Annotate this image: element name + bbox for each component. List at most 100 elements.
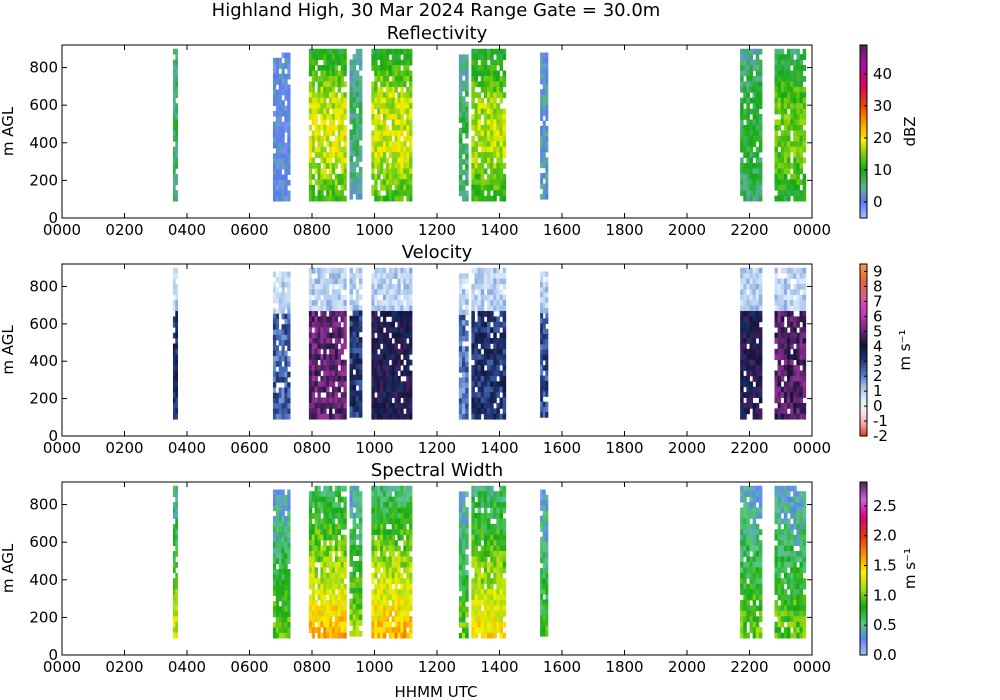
colorbar-swatch <box>860 216 867 219</box>
heatmap-cell <box>477 273 482 279</box>
heatmap-cell <box>311 114 316 120</box>
heatmap-cell <box>746 146 750 153</box>
heatmap-cell <box>793 354 797 361</box>
heatmap-cell <box>314 54 318 61</box>
heatmap-cell <box>355 337 360 343</box>
heatmap-cell <box>275 606 280 612</box>
heatmap-cell <box>743 402 747 409</box>
heatmap-cell <box>385 556 390 563</box>
heatmap-cell <box>281 553 285 559</box>
heatmap-cell <box>311 321 316 328</box>
heatmap-cell <box>496 343 500 350</box>
heatmap-cell <box>406 402 410 409</box>
heatmap-cell <box>275 408 280 415</box>
heatmap-cell <box>281 126 285 133</box>
x-tick-label: 1600 <box>543 439 581 457</box>
heatmap-cell <box>374 523 378 530</box>
heatmap-cell <box>380 354 384 361</box>
heatmap-cell <box>320 65 324 71</box>
heatmap-cell <box>317 408 321 415</box>
heatmap-cell <box>371 610 375 617</box>
colorbar-swatch <box>860 58 867 61</box>
heatmap-cell <box>409 359 413 366</box>
heatmap-cell <box>352 305 357 311</box>
heatmap-cell <box>334 114 339 120</box>
heatmap-cell <box>400 386 404 393</box>
heatmap-cell <box>281 398 285 404</box>
heatmap-cell <box>780 70 785 77</box>
heatmap-cell <box>388 491 393 498</box>
heatmap-cell <box>308 278 313 285</box>
heatmap-cell <box>377 75 381 82</box>
heatmap-cell <box>755 48 760 55</box>
heatmap-cell <box>272 371 277 378</box>
heatmap-cell <box>799 65 804 71</box>
heatmap-cell <box>746 278 750 285</box>
heatmap-cell <box>780 305 785 312</box>
heatmap-cell <box>490 300 494 306</box>
heatmap-cell <box>272 574 277 581</box>
heatmap-cell <box>793 119 797 126</box>
heatmap-cell <box>320 305 324 312</box>
heatmap-cell <box>397 529 401 536</box>
heatmap-cell <box>272 366 277 373</box>
heatmap-cell <box>458 393 463 399</box>
heatmap-cell <box>317 173 321 180</box>
data-segment <box>272 489 291 639</box>
heatmap-cell <box>746 195 750 202</box>
heatmap-cell <box>377 545 381 552</box>
heatmap-cell <box>474 402 479 409</box>
heatmap-cell <box>758 92 763 99</box>
heatmap-cell <box>352 544 357 551</box>
heatmap-cell <box>382 179 387 186</box>
heatmap-cell <box>793 141 797 148</box>
heatmap-cell <box>755 348 760 355</box>
heatmap-cell <box>317 381 321 388</box>
heatmap-cell <box>382 146 387 153</box>
heatmap-cell <box>320 289 324 296</box>
heatmap-cell <box>371 59 375 66</box>
heatmap-cell <box>278 595 282 602</box>
heatmap-cell <box>317 321 321 328</box>
heatmap-cell <box>391 523 395 530</box>
heatmap-cell <box>343 556 347 563</box>
heatmap-cell <box>397 152 401 158</box>
heatmap-cell <box>465 59 469 66</box>
heatmap-cell <box>323 556 327 563</box>
heatmap-cell <box>278 137 282 144</box>
heatmap-cell <box>787 316 791 323</box>
heatmap-cell <box>371 402 375 409</box>
heatmap-cell <box>320 354 324 361</box>
heatmap-cell <box>337 370 341 377</box>
heatmap-cell <box>172 184 176 191</box>
heatmap-cell <box>281 600 285 607</box>
heatmap-cell <box>388 551 393 557</box>
heatmap-cell <box>329 496 333 503</box>
heatmap-cell <box>175 348 179 355</box>
heatmap-cell <box>355 614 360 621</box>
heatmap-cell <box>740 392 744 398</box>
heatmap-cell <box>780 278 785 285</box>
data-segment <box>308 48 347 202</box>
heatmap-cell <box>275 100 280 106</box>
heatmap-cell <box>377 589 381 595</box>
heatmap-cell <box>406 86 410 93</box>
heatmap-cell <box>382 485 387 492</box>
heatmap-cell <box>272 355 277 362</box>
heatmap-cell <box>394 152 398 158</box>
colorbar-swatch <box>860 68 867 71</box>
heatmap-cell <box>394 605 398 612</box>
heatmap-cell <box>175 332 179 339</box>
heatmap-cell <box>493 365 497 371</box>
heatmap-cell <box>172 627 176 634</box>
heatmap-cell <box>349 134 354 141</box>
heatmap-cell <box>355 91 360 98</box>
heatmap-cell <box>740 332 744 339</box>
heatmap-cell <box>284 398 288 404</box>
heatmap-cell <box>314 485 318 492</box>
heatmap-cell <box>783 179 788 186</box>
heatmap-cell <box>352 485 357 492</box>
heatmap-cell <box>377 408 381 415</box>
heatmap-cell <box>352 75 357 82</box>
heatmap-cell <box>458 288 463 295</box>
